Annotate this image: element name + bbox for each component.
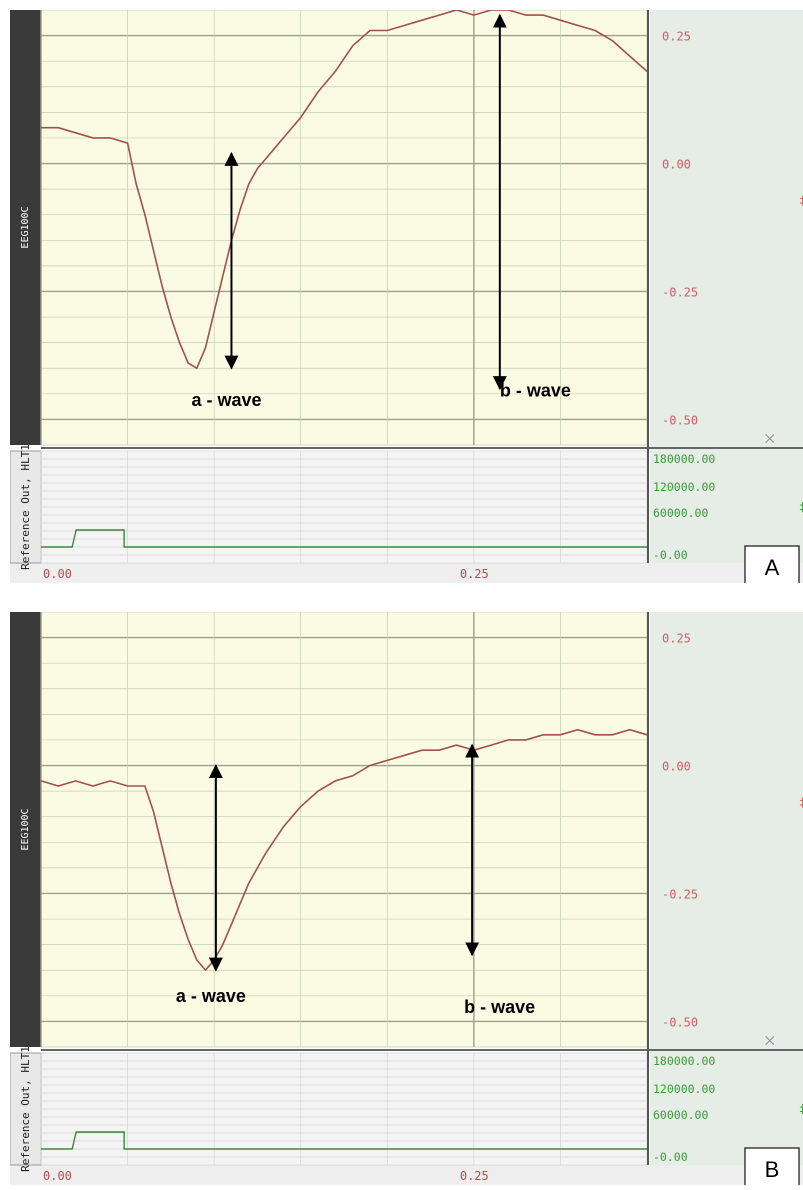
- eeg-tick-label: 0.25: [662, 30, 691, 44]
- b-wave-label: b - wave: [464, 997, 535, 1017]
- eeg-tick-label: 0.00: [662, 760, 691, 774]
- b-wave-label: b - wave: [500, 381, 571, 401]
- x-tick-label: 0.25: [460, 567, 489, 581]
- reference-tick-label: 60000.00: [653, 506, 708, 520]
- chart-a: EEG100C Reference Out, HLT1 0.25 0.00 -0.25 -…: [9, 9, 803, 585]
- reference-trace-line: [41, 1131, 647, 1150]
- eeg-tick-label: -0.25: [662, 887, 698, 901]
- chart-b: EEG100C Reference Out, HLT1 0.25 0.00 -0.25 -…: [9, 611, 803, 1187]
- eeg-trace-line: [40, 728, 648, 972]
- eeg-tick-label: -0.50: [662, 413, 698, 427]
- reference-tick-label: 60000.00: [653, 1108, 708, 1122]
- panel-letter: B: [765, 1157, 780, 1182]
- eeg-trace-line: [41, 9, 648, 370]
- reference-channel-label: Reference Out, HLT1: [19, 444, 32, 570]
- x-tick-label: 0.00: [43, 1169, 72, 1183]
- panel-letter-box: [744, 545, 800, 585]
- x-axis-strip: [10, 1165, 803, 1185]
- sidebar-marker-icon: ‡: [799, 795, 803, 809]
- zoom-icon: ⨉: [765, 1034, 775, 1048]
- reference-channel-bar: [9, 1052, 42, 1166]
- reference-tick-label: 120000.00: [653, 480, 715, 494]
- a-wave-label: a - wave: [191, 390, 261, 410]
- eeg-channel-label: EEG100C: [20, 206, 31, 248]
- eeg-plot-area: [41, 10, 647, 445]
- sidebar-marker-icon: ‡: [799, 500, 803, 514]
- reference-tick-label: -0.00: [653, 548, 688, 562]
- eeg-tick-label: -0.25: [662, 285, 698, 299]
- reference-trace-line: [41, 529, 647, 548]
- a-wave-label: a - wave: [176, 986, 246, 1006]
- chart-panel-a: EEG100C Reference Out, HLT1 0.25 0.00 -0.25 -…: [9, 9, 803, 585]
- reference-channel-bar: [9, 450, 42, 564]
- eeg-gridlines: [40, 9, 648, 446]
- eeg-channel-bar: [10, 612, 41, 1047]
- eeg-tick-label: 0.00: [662, 158, 691, 172]
- reference-channel-label: Reference Out, HLT1: [19, 1046, 32, 1172]
- zoom-icon: ⨉: [765, 432, 775, 446]
- reference-tick-label: 120000.00: [653, 1082, 715, 1096]
- x-axis-strip: [10, 563, 803, 583]
- eeg-channel-label: EEG100C: [20, 808, 31, 850]
- reference-gridlines: [40, 450, 648, 564]
- reference-tick-label: 180000.00: [653, 452, 715, 466]
- sidebar-marker-icon: ‡: [799, 1102, 803, 1116]
- reference-tick-label: -0.00: [653, 1150, 688, 1164]
- eeg-plot-area: [41, 612, 647, 1047]
- eeg-tick-label: 0.25: [662, 632, 691, 646]
- scale-sidebar: [650, 10, 803, 563]
- x-tick-label: 0.25: [460, 1169, 489, 1183]
- chart-panel-b: EEG100C Reference Out, HLT1 0.25 0.00 -0.25 -…: [9, 611, 803, 1187]
- x-tick-label: 0.00: [43, 567, 72, 581]
- eeg-tick-label: -0.50: [662, 1015, 698, 1029]
- eeg-channel-bar: [10, 10, 41, 445]
- reference-tick-label: 180000.00: [653, 1054, 715, 1068]
- panel-letter: A: [765, 555, 780, 580]
- sidebar-marker-icon: ‡: [799, 193, 803, 207]
- scale-sidebar: [650, 612, 803, 1165]
